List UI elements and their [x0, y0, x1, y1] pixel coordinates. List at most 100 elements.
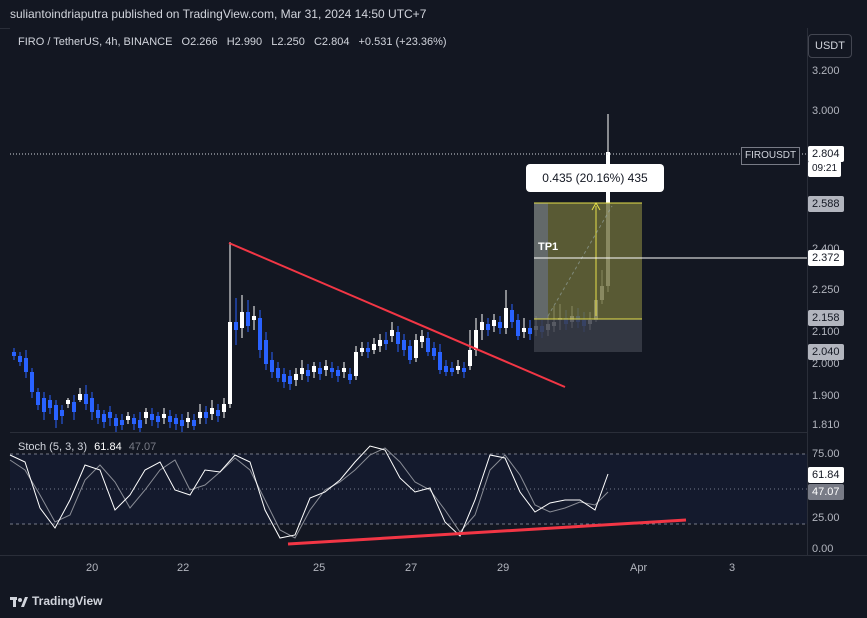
candles	[12, 114, 610, 432]
candle-body	[348, 374, 352, 380]
open-value: 2.266	[190, 36, 218, 48]
candle-body	[276, 368, 280, 378]
candle-body	[156, 416, 160, 422]
candle-body	[468, 350, 472, 366]
candle-body	[222, 404, 226, 412]
candle-body	[24, 358, 28, 372]
time-tick: 3	[729, 562, 736, 574]
candle-body	[12, 352, 16, 356]
candle-body	[132, 418, 136, 424]
measure-tooltip[interactable]: 0.435 (20.16%) 435	[526, 164, 664, 192]
candle-body	[372, 344, 376, 350]
candle-body	[66, 400, 70, 404]
change-value: +0.531 (+23.36%)	[358, 36, 447, 48]
candle-body	[204, 412, 208, 418]
candle-body	[108, 412, 112, 418]
target-zone-left	[534, 203, 548, 319]
stoch-d-value: 47.07	[128, 441, 157, 453]
stop-price-label: 2.040	[808, 344, 844, 360]
candle-body	[390, 330, 394, 336]
candle-body	[270, 360, 274, 372]
symbol-legend[interactable]: FIRO / TetherUS, 4h, BINANCE O2.266 H2.9…	[18, 36, 447, 48]
published-line: suliantoindriaputra published on Trading…	[10, 7, 427, 21]
stochastic-pane[interactable]	[10, 432, 807, 555]
candle-body	[438, 352, 442, 370]
target-zone	[534, 203, 642, 319]
countdown-label: 09:21	[808, 161, 842, 177]
candle-body	[48, 400, 52, 408]
time-tick: 25	[313, 562, 326, 574]
candle-body	[246, 312, 250, 326]
candle-body	[60, 410, 64, 416]
time-tick: 27	[405, 562, 418, 574]
candle-body	[480, 322, 484, 330]
stoch-legend[interactable]: Stoch (5, 3, 3) 61.84 47.07	[18, 441, 156, 453]
candle-body	[210, 408, 214, 414]
candle-body	[354, 352, 358, 376]
candle-body	[180, 420, 184, 426]
candle-body	[516, 320, 520, 336]
candle-body	[120, 420, 124, 425]
time-tick: Apr	[630, 562, 648, 574]
target-price-label: 2.588	[808, 196, 844, 212]
candle-body	[252, 316, 256, 320]
time-axis[interactable]	[0, 555, 867, 582]
stoch-title: Stoch (5, 3, 3)	[18, 441, 88, 453]
candle-body	[486, 324, 490, 330]
candle-body	[192, 420, 196, 426]
time-tick: 29	[497, 562, 510, 574]
brand-name: TradingView	[32, 594, 103, 608]
stoch-d-axis-label: 47.07	[808, 484, 844, 500]
tp1-label: TP1	[538, 241, 559, 253]
price-pane[interactable]	[10, 28, 807, 430]
candle-body	[336, 370, 340, 376]
stoch-k-value: 61.84	[94, 441, 122, 453]
candle-body	[264, 340, 268, 364]
close-label: C	[313, 36, 322, 48]
candle-body	[114, 418, 118, 426]
open-label: O	[181, 36, 191, 48]
candle-body	[240, 312, 244, 328]
stoch-tick: 75.00	[812, 448, 840, 460]
candle-body	[456, 366, 460, 370]
candle-body	[318, 368, 322, 374]
stoch-band	[10, 454, 807, 524]
candle-body	[306, 370, 310, 376]
descending-trendline	[228, 242, 566, 388]
candle-body	[402, 340, 406, 350]
candle-body	[300, 368, 304, 374]
stop-zone	[534, 319, 642, 352]
candle-body	[444, 366, 448, 372]
candle-body	[162, 414, 166, 418]
candle-body	[84, 394, 88, 404]
candle-body	[288, 376, 292, 384]
stoch-d-line	[9, 447, 609, 539]
candle-body	[96, 410, 100, 418]
candle-body	[324, 366, 328, 370]
symbol-tag: FIROUSDT	[741, 147, 801, 165]
currency-button[interactable]: USDT	[808, 34, 852, 58]
price-tick: 1.810	[812, 419, 840, 431]
tradingview-logo[interactable]: TradingView	[10, 594, 102, 608]
high-value: 2.990	[234, 36, 263, 48]
stoch-k-axis-label: 61.84	[808, 467, 844, 483]
price-tick: 2.100	[812, 326, 840, 338]
candle-body	[282, 374, 286, 382]
candle-body	[462, 368, 466, 372]
candle-body	[396, 332, 400, 344]
candle-body	[90, 398, 94, 412]
stoch-k-line	[9, 445, 609, 539]
candle-body	[258, 318, 262, 350]
price-tick: 2.250	[812, 284, 840, 296]
candle-body	[102, 414, 106, 422]
candle-body	[330, 368, 334, 372]
candle-body	[168, 416, 172, 422]
candle-body	[498, 322, 502, 328]
low-label: L	[271, 36, 278, 48]
candle-body	[522, 328, 526, 332]
candle-body	[30, 372, 34, 392]
candle-body	[144, 412, 148, 418]
candle-body	[234, 322, 238, 330]
entry-price-label: 2.158	[808, 310, 844, 326]
